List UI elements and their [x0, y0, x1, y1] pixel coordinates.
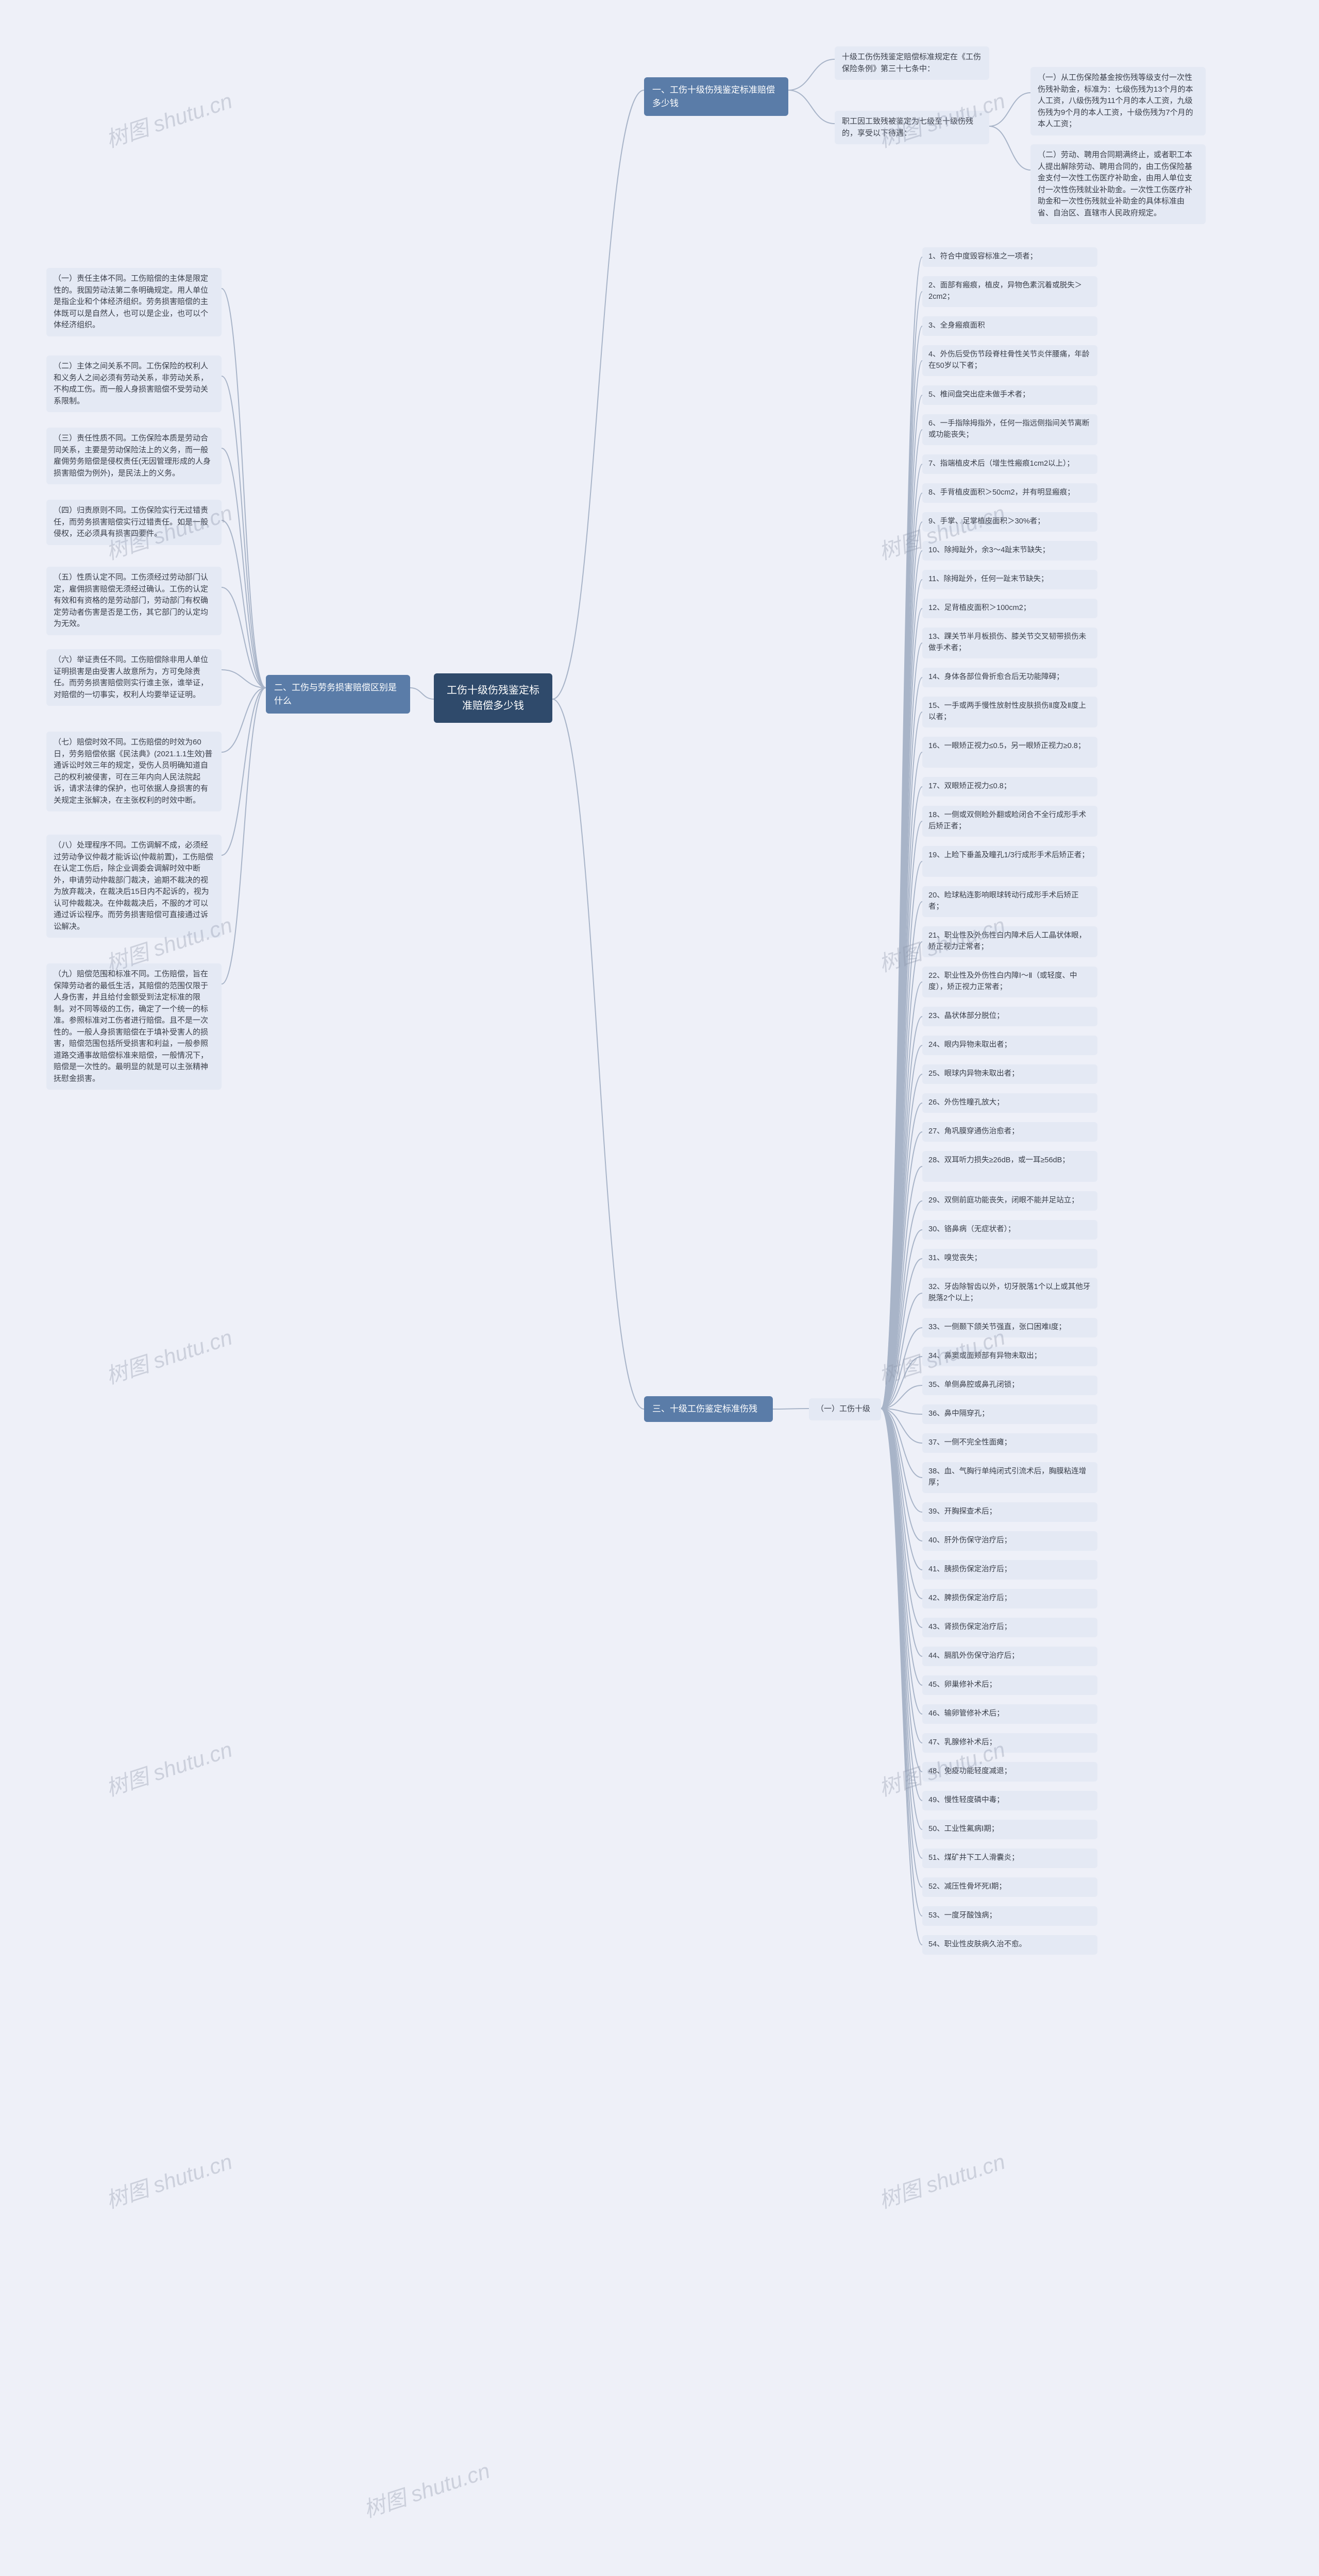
- leaf-node: （四）归责原则不同。工伤保险实行无过错责任，而劳务损害赔偿实行过错责任。如是一般…: [46, 500, 222, 545]
- list-item-node: 43、肾损伤保定治疗后；: [922, 1618, 1097, 1637]
- list-item-node: 6、一手指除拇指外，任何一指远侧指间关节离断或功能丧失；: [922, 414, 1097, 445]
- list-item-node: 47、乳腺修补术后；: [922, 1733, 1097, 1753]
- list-item-node: 53、一度牙酸蚀病；: [922, 1906, 1097, 1926]
- branch-node: 一、工伤十级伤残鉴定标准赔偿多少钱: [644, 77, 788, 116]
- list-item-node: 9、手掌、足掌植皮面积＞30%者；: [922, 512, 1097, 532]
- list-item-node: 12、足背植皮面积＞100cm2；: [922, 599, 1097, 618]
- list-item-node: 1、符合中度毁容标准之一项者；: [922, 247, 1097, 267]
- list-item-node: 14、身体各部位骨折愈合后无功能障碍；: [922, 668, 1097, 687]
- leaf-node: （二）主体之间关系不同。工伤保险的权利人和义务人之间必须有劳动关系，非劳动关系，…: [46, 355, 222, 412]
- list-item-node: 20、睑球粘连影响眼球转动行成形手术后矫正者；: [922, 886, 1097, 917]
- list-item-node: 23、晶状体部分脱位；: [922, 1007, 1097, 1026]
- list-item-node: 24、眼内异物未取出者；: [922, 1036, 1097, 1055]
- watermark: 树图 shutu.cn: [874, 2144, 1009, 2215]
- list-item-node: 2、面部有瘢痕，植皮，异物色素沉着或脱失＞2cm2；: [922, 276, 1097, 307]
- watermark: 树图 shutu.cn: [102, 1732, 236, 1803]
- list-item-node: 8、手背植皮面积＞50cm2，并有明显瘢痕；: [922, 483, 1097, 503]
- list-item-node: 18、一侧或双侧睑外翻或睑闭合不全行成形手术后矫正者；: [922, 806, 1097, 837]
- list-item-node: 33、一侧颞下颌关节强直，张口困难Ⅰ度；: [922, 1318, 1097, 1337]
- list-item-node: 31、嗅觉丧失；: [922, 1249, 1097, 1268]
- list-item-node: 17、双眼矫正视力≤0.8；: [922, 777, 1097, 796]
- list-item-node: 44、膈肌外伤保守治疗后；: [922, 1647, 1097, 1666]
- branch-node: 三、十级工伤鉴定标准伤残: [644, 1396, 773, 1422]
- leaf-node: （八）处理程序不同。工伤调解不成，必须经过劳动争议仲裁才能诉讼(仲裁前置)，工伤…: [46, 835, 222, 938]
- list-item-node: 39、开胸探查术后；: [922, 1502, 1097, 1522]
- leaf-node: 职工因工致残被鉴定为七级至十级伤残的，享受以下待遇：: [835, 111, 989, 144]
- watermark: 树图 shutu.cn: [359, 2453, 494, 2524]
- leaf-node: （七）赔偿时效不同。工伤赔偿的时效为60日，劳务赔偿依据《民法典》(2021.1…: [46, 732, 222, 811]
- leaf-node: （九）赔偿范围和标准不同。工伤赔偿，旨在保障劳动者的最低生活，其赔偿的范围仅限于…: [46, 963, 222, 1090]
- leaf-node: （五）性质认定不同。工伤须经过劳动部门认定，雇佣损害赔偿无须经过确认。工伤的认定…: [46, 567, 222, 635]
- list-item-node: 15、一手或两手慢性放射性皮肤损伤Ⅱ度及Ⅱ度上以者；: [922, 697, 1097, 727]
- list-item-node: 19、上睑下垂盖及瞳孔1/3行成形手术后矫正者；: [922, 846, 1097, 877]
- list-item-node: 48、免疫功能轻度减退；: [922, 1762, 1097, 1782]
- watermark: 树图 shutu.cn: [102, 2144, 236, 2215]
- list-item-node: 4、外伤后受伤节段脊柱骨性关节炎伴腰痛，年龄在50岁以下者；: [922, 345, 1097, 376]
- list-item-node: 13、踝关节半月板损伤、膝关节交叉韧带损伤未做手术者；: [922, 628, 1097, 658]
- list-item-node: 51、煤矿井下工人滑囊炎；: [922, 1849, 1097, 1868]
- list-item-node: 21、职业性及外伤性白内障术后人工晶状体眼，矫正视力正常者；: [922, 926, 1097, 957]
- list-item-node: 45、卵巢修补术后；: [922, 1675, 1097, 1695]
- list-item-node: 30、铬鼻病（无症状者）；: [922, 1220, 1097, 1240]
- leaf-node: （一）责任主体不同。工伤赔偿的主体是限定性的。我国劳动法第二条明确规定。用人单位…: [46, 268, 222, 336]
- list-item-node: 28、双耳听力损失≥26dB，或一耳≥56dB；: [922, 1151, 1097, 1182]
- list-item-node: 52、减压性骨坏死Ⅰ期；: [922, 1877, 1097, 1897]
- list-item-node: 36、鼻中隔穿孔；: [922, 1404, 1097, 1424]
- leaf-node: （二）劳动、聘用合同期满终止，或者职工本人提出解除劳动、聘用合同的，由工伤保险基…: [1030, 144, 1206, 224]
- list-item-node: 41、胰损伤保定治疗后；: [922, 1560, 1097, 1580]
- list-item-node: 29、双侧前庭功能丧失，闭眼不能并足站立；: [922, 1191, 1097, 1211]
- list-item-node: 5、椎间盘突出症未做手术者；: [922, 385, 1097, 405]
- watermark: 树图 shutu.cn: [102, 83, 236, 154]
- list-item-node: 22、职业性及外伤性白内障Ⅰ～Ⅱ（或轻度、中度），矫正视力正常者；: [922, 967, 1097, 997]
- list-item-node: 26、外伤性瞳孔放大；: [922, 1093, 1097, 1113]
- list-item-node: 49、慢性轻度磷中毒；: [922, 1791, 1097, 1810]
- list-item-node: 25、眼球内异物未取出者；: [922, 1064, 1097, 1084]
- list-item-node: 54、职业性皮肤病久治不愈。: [922, 1935, 1097, 1955]
- leaf-node: （一）从工伤保险基金按伤残等级支付一次性伤残补助金，标准为：七级伤残为13个月的…: [1030, 67, 1206, 135]
- list-item-node: 38、血、气胸行单纯闭式引流术后，胸膜粘连增厚；: [922, 1462, 1097, 1493]
- branch-node: 二、工伤与劳务损害赔偿区别是什么: [266, 675, 410, 714]
- root-node: 工伤十级伤残鉴定标准赔偿多少钱: [434, 673, 552, 723]
- sub-branch-node: （一）工伤十级: [809, 1398, 881, 1420]
- list-item-node: 42、脾损伤保定治疗后；: [922, 1589, 1097, 1608]
- list-item-node: 10、除拇趾外，余3～4趾末节缺失；: [922, 541, 1097, 561]
- list-item-node: 40、肝外伤保守治疗后；: [922, 1531, 1097, 1551]
- leaf-node: （三）责任性质不同。工伤保险本质是劳动合同关系，主要是劳动保险法上的义务，而一般…: [46, 428, 222, 484]
- list-item-node: 3、全身瘢痕面积: [922, 316, 1097, 336]
- list-item-node: 35、单侧鼻腔或鼻孔闭锁；: [922, 1376, 1097, 1395]
- list-item-node: 37、一侧不完全性面瘫；: [922, 1433, 1097, 1453]
- list-item-node: 46、输卵管修补术后；: [922, 1704, 1097, 1724]
- list-item-node: 7、指端植皮术后（增生性瘢痕1cm2以上）；: [922, 454, 1097, 474]
- list-item-node: 27、角巩膜穿通伤治愈者；: [922, 1122, 1097, 1142]
- watermark: 树图 shutu.cn: [102, 1320, 236, 1391]
- list-item-node: 34、鼻窦或面颊部有异物未取出；: [922, 1347, 1097, 1366]
- list-item-node: 11、除拇趾外，任何一趾末节缺失；: [922, 570, 1097, 589]
- list-item-node: 16、一眼矫正视力≤0.5，另一眼矫正视力≥0.8；: [922, 737, 1097, 768]
- list-item-node: 50、工业性氟病Ⅰ期；: [922, 1820, 1097, 1839]
- leaf-node: （六）举证责任不同。工伤赔偿除非用人单位证明损害是由受害人故意所为，方可免除责任…: [46, 649, 222, 706]
- list-item-node: 32、牙齿除智齿以外，切牙脱落1个以上或其他牙脱落2个以上；: [922, 1278, 1097, 1309]
- leaf-node: 十级工伤伤残鉴定赔偿标准规定在《工伤保险条例》第三十七条中：: [835, 46, 989, 80]
